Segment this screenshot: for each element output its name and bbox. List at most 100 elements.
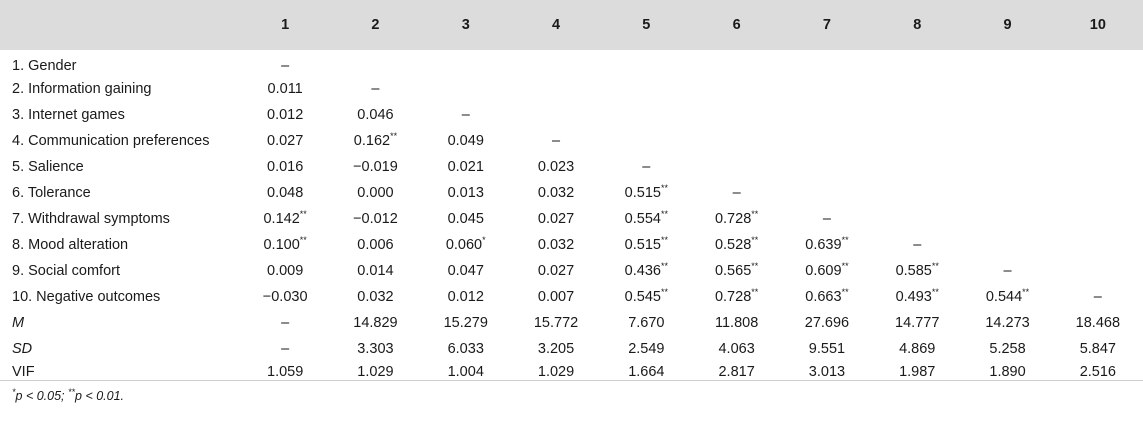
table-cell: 0.012	[447, 289, 484, 305]
table-cell: 0.032	[537, 237, 575, 253]
table-cell: 1.029	[537, 364, 575, 380]
row-label: 7. Withdrawal symptoms	[12, 211, 170, 227]
table-cell: 0.021	[447, 159, 484, 175]
table-cell: –	[281, 341, 290, 357]
table-body: 1. Gender –2. Information gaining 0.011–3.…	[0, 50, 1143, 388]
table-cell	[1053, 232, 1143, 258]
table-cell	[330, 50, 420, 76]
row-label: SD	[12, 341, 33, 357]
table-cell: 0.027	[267, 133, 304, 149]
row-label: 8. Mood alteration	[12, 237, 129, 253]
table-cell: 0.609**	[805, 261, 849, 279]
table-row: 3. Internet games 0.012 0.046 –	[0, 102, 1143, 128]
table-cell	[691, 50, 781, 76]
table-cell: 1.890	[989, 364, 1026, 380]
table-cell: 0.639**	[805, 235, 849, 253]
table-cell	[962, 128, 1052, 154]
column-header: 3	[461, 17, 470, 33]
table-footnote: *p < 0.05; **p < 0.01.	[12, 386, 125, 403]
table-cell: 0.436**	[624, 261, 668, 279]
table-cell: −0.030	[262, 289, 308, 305]
table-row: 1. Gender –	[0, 50, 1143, 76]
table-cell	[1053, 154, 1143, 180]
table-cell: –	[281, 315, 290, 331]
column-header: 5	[642, 17, 651, 33]
table-cell: −0.012	[353, 211, 398, 227]
table-cell: 15.279	[443, 315, 488, 331]
table-cell: 1.059	[267, 364, 304, 380]
table-cell: 1.987	[899, 364, 936, 380]
table-cell: 0.045	[447, 211, 484, 227]
table-cell: –	[732, 185, 741, 201]
table-cell	[782, 76, 872, 102]
table-cell: 1.029	[357, 364, 394, 380]
table-cell	[872, 102, 962, 128]
row-label: 5. Salience	[12, 159, 84, 175]
table-cell: 0.016	[267, 159, 304, 175]
table-cell: 4.063	[718, 341, 755, 357]
row-label: 1. Gender	[12, 58, 77, 74]
table-cell: 0.007	[537, 289, 575, 305]
table-cell	[1053, 258, 1143, 284]
row-label: 3. Internet games	[12, 107, 125, 123]
table-cell: 0.006	[357, 237, 394, 253]
table-cell	[1053, 128, 1143, 154]
table-cell	[962, 102, 1052, 128]
table-cell: 14.777	[895, 315, 940, 331]
table-cell	[872, 50, 962, 76]
table-cell: 0.012	[267, 107, 304, 123]
table-cell	[421, 76, 511, 102]
table-cell: –	[371, 81, 380, 97]
table-row: 6. Tolerance 0.048 0.000 0.013 0.032 0.515** –	[0, 180, 1143, 206]
table-cell: 0.060*	[445, 235, 486, 253]
column-header: 8	[913, 17, 922, 33]
column-header: 1	[281, 17, 290, 33]
column-header: 7	[822, 17, 831, 33]
table-cell: 3.205	[537, 341, 575, 357]
table-cell	[872, 76, 962, 102]
table-cell: –	[552, 133, 561, 149]
table-cell: 0.515**	[624, 235, 668, 253]
column-header: 2	[371, 17, 380, 33]
table-cell	[601, 102, 691, 128]
table-cell	[691, 154, 781, 180]
table-cell	[962, 232, 1052, 258]
table-row: 9. Social comfort 0.009 0.014 0.047 0.027 0.4…	[0, 258, 1143, 284]
table-cell	[511, 76, 601, 102]
table-cell	[872, 206, 962, 232]
table-cell	[782, 128, 872, 154]
table-cell: –	[1003, 263, 1012, 279]
table-cell: 0.046	[357, 107, 394, 123]
table-cell: 7.670	[628, 315, 665, 331]
table-cell: 0.032	[357, 289, 394, 305]
header-row: 1 2 3 4 5 6 7 8 9 10	[0, 0, 1143, 50]
table-cell: 27.696	[804, 315, 850, 331]
table-cell	[872, 154, 962, 180]
table-cell: 0.728**	[714, 287, 759, 305]
row-label: 10. Negative outcomes	[12, 289, 161, 305]
table-cell: 1.664	[628, 364, 665, 380]
column-header: 10	[1089, 17, 1106, 33]
table-cell: –	[642, 159, 651, 175]
row-label: M	[12, 315, 25, 331]
table-cell: 0.100**	[263, 235, 307, 253]
table-cell	[1053, 102, 1143, 128]
table-cell	[511, 102, 601, 128]
table-cell	[872, 128, 962, 154]
table-cell: 0.493**	[895, 287, 939, 305]
table-cell: 11.808	[714, 315, 759, 331]
table-cell: 0.663**	[805, 287, 849, 305]
table-cell: 5.847	[1079, 341, 1116, 357]
table-cell	[782, 154, 872, 180]
row-label: 4. Communication preferences	[12, 133, 210, 149]
table-row: 5. Salience 0.016 −0.019 0.021 0.023 –	[0, 154, 1143, 180]
table-row: 8. Mood alteration 0.100** 0.006 0.060* 0.03…	[0, 232, 1143, 258]
table-cell: 0.544**	[985, 287, 1030, 305]
table-cell: –	[822, 211, 831, 227]
table-cell: 5.258	[989, 341, 1026, 357]
table-cell	[691, 76, 781, 102]
table-cell	[601, 76, 691, 102]
table-cell: 0.049	[447, 133, 484, 149]
table-cell	[962, 206, 1052, 232]
table-row: VIF 1.059 1.029 1.004 1.029 1.664 2.817 3.013 1.…	[0, 362, 1143, 388]
